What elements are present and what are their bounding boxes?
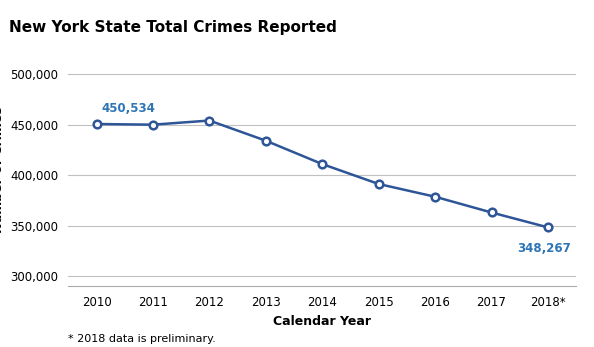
- Text: * 2018 data is preliminary.: * 2018 data is preliminary.: [68, 333, 216, 344]
- Text: 450,534: 450,534: [101, 102, 155, 115]
- X-axis label: Calendar Year: Calendar Year: [273, 314, 371, 328]
- Y-axis label: Number of Crimes: Number of Crimes: [0, 107, 5, 234]
- Text: New York State Total Crimes Reported: New York State Total Crimes Reported: [9, 20, 337, 35]
- Text: 348,267: 348,267: [517, 242, 571, 255]
